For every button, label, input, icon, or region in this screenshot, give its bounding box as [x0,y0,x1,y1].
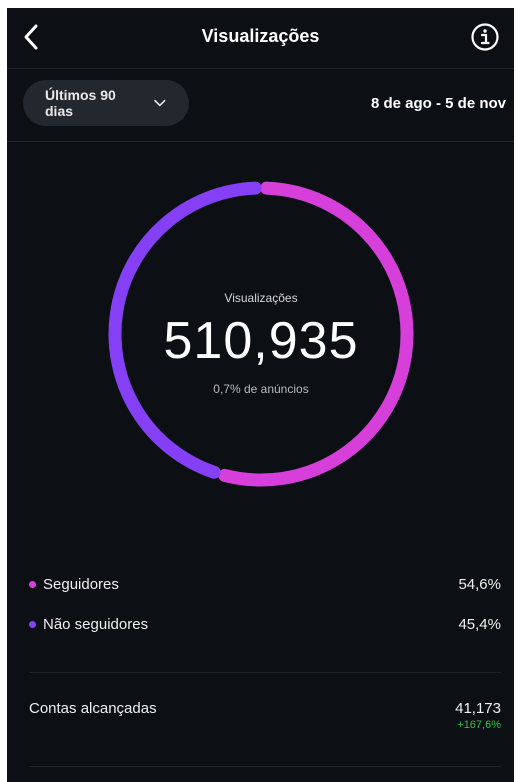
legend-label: Seguidores [43,575,119,593]
non-followers-dot [29,620,36,628]
date-range-text: 8 de ago - 5 de nov [370,95,506,112]
bottom-divider [29,766,501,767]
range-label: Últimos 90 dias [45,87,116,119]
ads-share: 0,7% de anúncios [213,382,309,396]
legend-row-followers: Seguidores 54,6% [29,572,501,596]
donut-chart [108,181,414,487]
chevron-down-icon [154,99,166,107]
legend-row-non-followers: Não seguidores 45,4% [29,612,501,636]
views-total: 510,935 [163,312,359,370]
followers-dot [29,580,36,588]
info-icon [471,23,499,51]
legend-label: Não seguidores [43,615,149,633]
accounts-reached-value: 41,173 [455,700,501,717]
chart-center: Visualizações 510,935 0,7% de anúncios [101,174,421,494]
date-range-dropdown[interactable]: Últimos 90 dias [23,80,189,126]
header: Visualizações [7,8,514,68]
accounts-reached-row[interactable]: Contas alcançadas 41,173 +167,6% [29,698,501,738]
back-button[interactable] [17,20,47,54]
phone-screen: Visualizações Últimos 90 dias 8 de ago -… [7,8,514,782]
accounts-reached-change: +167,6% [457,719,501,731]
donut-segment-seguidores [218,181,414,487]
page-title: Visualizações [201,26,320,46]
info-button[interactable] [470,22,500,52]
legend-value: 45,4% [458,615,501,633]
header-divider [7,68,514,69]
filter-divider [7,141,514,142]
chevron-left-icon [24,24,38,50]
donut-segment-n-o-seguidores [108,181,262,479]
accounts-reached-label: Contas alcançadas [29,700,157,717]
views-label: Visualizações [224,291,298,305]
legend-value: 54,6% [458,575,501,593]
stats-divider [29,672,501,673]
